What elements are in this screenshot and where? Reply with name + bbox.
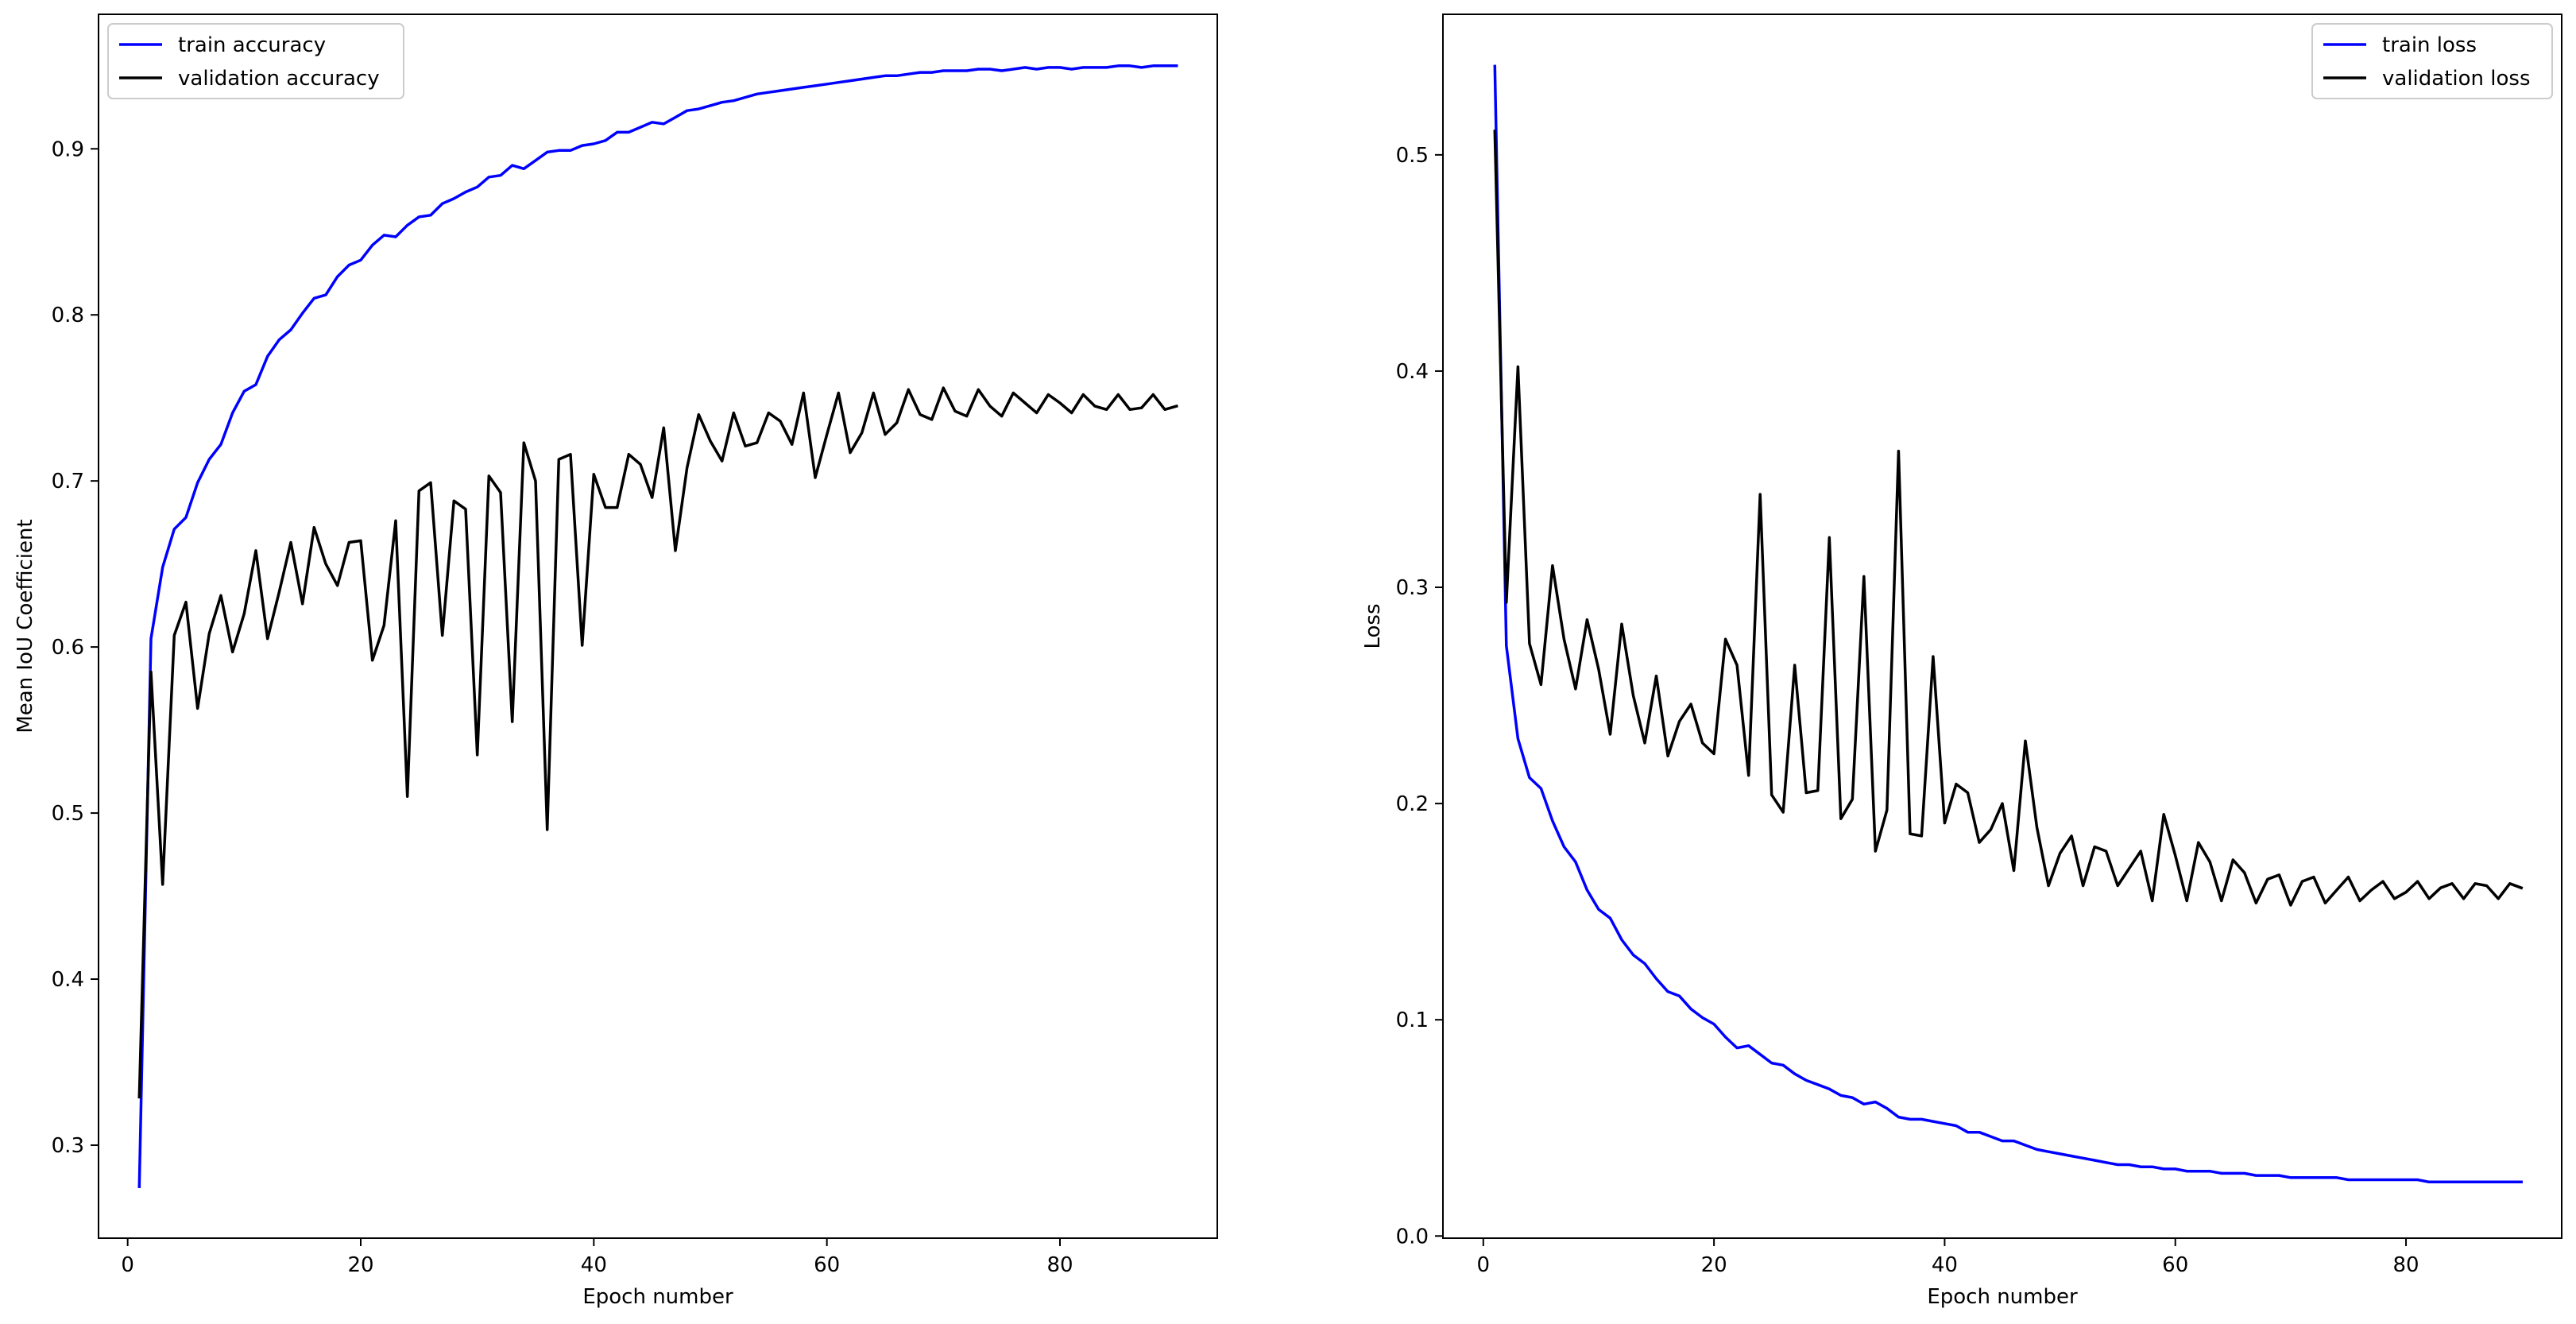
accuracy-series-line-1 — [137, 386, 1178, 1099]
loss-x-tick-label: 20 — [1701, 1253, 1727, 1277]
loss-y-tick-label: 0.1 — [1396, 1008, 1429, 1032]
legend-label-validation-accuracy: validation accuracy — [178, 67, 380, 91]
loss-series-line-0 — [1493, 64, 2523, 1184]
loss-lines — [1493, 64, 2524, 1184]
loss-y-tick-label: 0.2 — [1396, 792, 1429, 816]
accuracy-legend-box — [107, 23, 404, 99]
loss-y-axis-label: Loss — [1361, 603, 1385, 648]
loss-legend: train loss validation loss — [2311, 23, 2553, 99]
loss-x-tick-label: 60 — [2162, 1253, 2188, 1277]
legend-label-train-loss: train loss — [2382, 33, 2477, 57]
loss-x-ticks: 0 20 40 60 80 — [1477, 1238, 2419, 1277]
loss-x-tick-label: 80 — [2392, 1253, 2419, 1277]
loss-y-tick-label: 0.3 — [1396, 576, 1429, 600]
accuracy-y-ticks: 0.3 0.4 0.5 0.6 0.7 0.8 0.9 — [52, 137, 99, 1158]
loss-y-tick-label: 0.5 — [1396, 144, 1429, 168]
accuracy-y-axis-label: Mean IoU Coefficient — [14, 519, 37, 733]
accuracy-chart: 0 20 40 60 80 0.3 0.4 0.5 0.6 0.7 0.8 0.9 Epoch nu… — [14, 14, 1218, 1309]
loss-axes-frame — [1442, 14, 2562, 1239]
accuracy-y-tick-label: 0.3 — [52, 1134, 84, 1158]
accuracy-x-axis-label: Epoch number — [582, 1285, 733, 1309]
accuracy-x-tick-label: 20 — [347, 1253, 373, 1277]
legend-label-train-accuracy: train accuracy — [178, 33, 326, 57]
accuracy-y-tick-label: 0.5 — [52, 802, 84, 826]
loss-legend-box — [2311, 23, 2553, 99]
accuracy-y-tick-label: 0.7 — [52, 470, 84, 494]
accuracy-axes-frame — [98, 14, 1218, 1239]
loss-series-line-1 — [1493, 130, 2524, 907]
loss-y-tick-label: 0.0 — [1396, 1225, 1429, 1249]
accuracy-y-tick-label: 0.8 — [52, 304, 84, 327]
accuracy-x-tick-label: 80 — [1046, 1253, 1073, 1277]
accuracy-series-line-0 — [137, 64, 1178, 1188]
loss-x-tick-label: 40 — [1932, 1253, 1958, 1277]
accuracy-x-tick-label: 40 — [581, 1253, 607, 1277]
accuracy-legend: train accuracy validation accuracy — [107, 23, 404, 99]
loss-y-tick-label: 0.4 — [1396, 360, 1429, 384]
accuracy-y-tick-label: 0.6 — [52, 636, 84, 660]
accuracy-lines — [137, 64, 1178, 1188]
accuracy-y-tick-label: 0.9 — [52, 137, 84, 161]
accuracy-x-ticks: 0 20 40 60 80 — [121, 1238, 1073, 1277]
accuracy-x-tick-label: 60 — [814, 1253, 840, 1277]
loss-chart: 0 20 40 60 80 0.0 0.1 0.2 0.3 0.4 0.5 Epoch numbe… — [1361, 14, 2562, 1309]
accuracy-y-tick-label: 0.4 — [52, 968, 84, 992]
loss-x-axis-label: Epoch number — [1927, 1285, 2078, 1309]
legend-label-validation-loss: validation loss — [2382, 67, 2531, 91]
accuracy-x-tick-label: 0 — [121, 1253, 134, 1277]
loss-x-tick-label: 0 — [1477, 1253, 1491, 1277]
loss-y-ticks: 0.0 0.1 0.2 0.3 0.4 0.5 — [1396, 144, 1443, 1249]
